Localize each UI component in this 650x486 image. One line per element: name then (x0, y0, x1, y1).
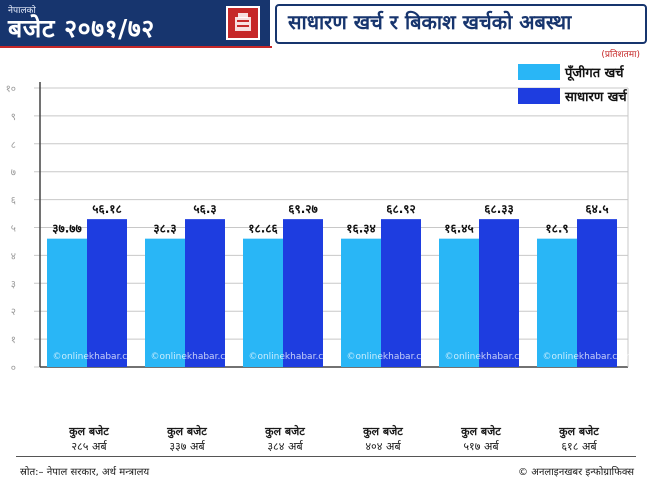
footer-rule (16, 456, 636, 457)
total-budget-value: ५१७ अर्ब (463, 440, 499, 453)
data-label: ३७.७७ (52, 222, 82, 236)
legend-label: साधारण खर्च (564, 89, 628, 105)
bar-recurrent (283, 219, 323, 367)
unit-note: (प्रतिशतमा) (601, 50, 640, 60)
x-tick-label: २०७०/७१ (456, 379, 504, 380)
y-tick-label: २ (11, 307, 16, 318)
data-label: १६.३४ (346, 222, 376, 236)
header-rule (0, 46, 272, 48)
y-tick-label: ६ (11, 196, 16, 207)
bar-recurrent (185, 219, 225, 367)
data-label: ५६.१८ (92, 202, 122, 216)
data-label: ६८.३३ (484, 202, 514, 216)
watermark-text: ©onlinekhabar.com (52, 352, 141, 362)
y-tick-label: ५ (11, 224, 16, 235)
y-tick-label: ७ (11, 168, 16, 179)
bar-recurrent (577, 219, 617, 367)
title-box (275, 4, 647, 44)
watermark-text: ©onlinekhabar.com (150, 352, 239, 362)
y-tick-label: ३ (11, 279, 16, 290)
total-budget-label: कुल बजेट (167, 425, 207, 438)
legend-swatch (518, 88, 560, 104)
credit-text: © अनलाइनखबर इन्फोग्राफिक्स (518, 467, 634, 478)
x-tick-label: २०६८/६९ (260, 379, 308, 380)
y-tick-label: ९ (11, 112, 16, 123)
total-budget-item: कुल बजेट ३८४ अर्ब (235, 424, 335, 454)
data-label: १८.८६ (248, 222, 278, 236)
budget-logo-icon (226, 6, 260, 40)
source-text: स्रोत:– नेपाल सरकार, अर्थ मन्त्रालय (20, 467, 150, 478)
bar-recurrent (479, 219, 519, 367)
data-label: ६८.९२ (386, 202, 416, 216)
total-budget-label: कुल बजेट (461, 425, 501, 438)
total-budget-value: ३८४ अर्ब (267, 440, 303, 453)
bar-capital (439, 238, 479, 367)
data-label: ५६.३ (193, 202, 216, 216)
watermark-text: ©onlinekhabar.com (248, 352, 337, 362)
data-label: १८.९ (545, 222, 568, 236)
total-budget-value: ४०४ अर्ब (365, 440, 401, 453)
x-tick-label: २०६७/६८ (162, 378, 210, 380)
watermark-text: ©onlinekhabar.com (346, 352, 435, 362)
total-budget-item: कुल बजेट ५१७ अर्ब (431, 424, 531, 454)
data-label: ३८.३ (153, 222, 176, 236)
header: नेपालको बजेट २०७१/७२ साधारण खर्च र बिकाश… (0, 0, 650, 60)
total-budget-value: ६१८ अर्ब (561, 440, 597, 453)
bar-recurrent (381, 219, 421, 367)
watermark-text: ©onlinekhabar.com (444, 352, 533, 362)
bar-recurrent (87, 219, 127, 367)
bar-capital (145, 238, 185, 367)
data-label: ६४.५ (585, 202, 608, 216)
brand-title: बजेट २०७१/७२ (8, 14, 155, 43)
legend-swatch (518, 64, 560, 80)
bar-capital (341, 238, 381, 367)
brand-small-text: नेपालको (8, 6, 36, 16)
data-label: ६९.२७ (288, 202, 318, 216)
y-tick-label: १० (6, 84, 16, 95)
x-tick-label: २०७१/७२ (554, 378, 602, 380)
total-budget-label: कुल बजेट (69, 425, 109, 438)
total-budget-label: कुल बजेट (363, 425, 403, 438)
brand-banner: नेपालको बजेट २०७१/७२ (0, 0, 270, 46)
legend-label: पूँजीगत खर्च (564, 65, 625, 81)
page-title: साधारण खर्च र बिकाश खर्चको अबस्था (288, 10, 572, 34)
total-budget-item: कुल बजेट ३३७ अर्ब (137, 424, 237, 454)
bar-capital (243, 238, 283, 367)
footer: स्रोत:– नेपाल सरकार, अर्थ मन्त्रालय © अन… (0, 456, 650, 486)
bar-capital (537, 238, 577, 367)
y-tick-label: १ (11, 335, 16, 346)
total-budget-label: कुल बजेट (265, 425, 305, 438)
total-budget-item: कुल बजेट ६१८ अर्ब (529, 424, 629, 454)
total-budget-item: कुल बजेट २८५ अर्ब (39, 424, 139, 454)
total-budget-label: कुल बजेट (559, 425, 599, 438)
total-budget-item: कुल बजेट ४०४ अर्ब (333, 424, 433, 454)
bar-capital (47, 238, 87, 367)
data-label: १६.४५ (444, 222, 474, 236)
bar-chart: ० १ २ ३ ४ ५ ६ ७ ८ ९ १० ३७.७७ ५६.१८ २०६६/६७ ©onlinekhab… (6, 64, 632, 380)
x-tick-label: २०६६/६७ (64, 378, 112, 380)
y-tick-label: ० (11, 363, 16, 374)
x-tick-label: २०६९/७० (358, 378, 406, 380)
y-tick-label: ४ (11, 251, 16, 262)
total-budget-value: २८५ अर्ब (71, 440, 107, 453)
total-budget-value: ३३७ अर्ब (169, 440, 205, 453)
y-tick-label: ८ (11, 140, 16, 151)
watermark-text: ©onlinekhabar.com (542, 352, 631, 362)
